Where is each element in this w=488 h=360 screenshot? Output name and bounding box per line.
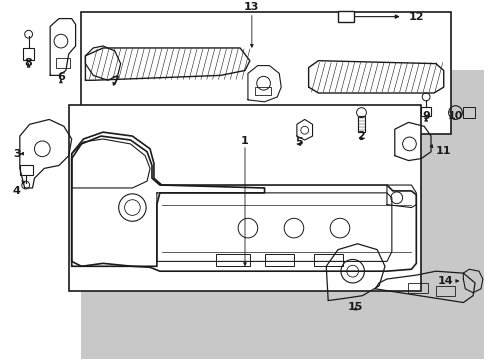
Text: 11: 11 bbox=[435, 146, 450, 156]
Text: 14: 14 bbox=[437, 276, 452, 286]
Text: 1: 1 bbox=[241, 136, 248, 146]
Bar bbox=[420, 107, 430, 117]
Bar bbox=[313, 253, 342, 266]
Text: 15: 15 bbox=[347, 302, 363, 312]
Bar bbox=[56, 58, 70, 68]
Bar bbox=[435, 286, 454, 296]
Text: 12: 12 bbox=[407, 12, 423, 22]
Bar bbox=[215, 253, 249, 266]
Bar bbox=[407, 283, 427, 293]
Text: 9: 9 bbox=[421, 111, 429, 121]
Bar bbox=[69, 105, 420, 291]
Bar bbox=[81, 71, 483, 359]
Bar bbox=[264, 253, 293, 266]
Bar bbox=[337, 11, 353, 22]
Text: 13: 13 bbox=[244, 2, 259, 12]
Text: 2: 2 bbox=[357, 131, 365, 141]
Text: 6: 6 bbox=[57, 72, 65, 82]
Text: 4: 4 bbox=[13, 186, 21, 196]
Bar bbox=[462, 107, 474, 118]
Bar bbox=[357, 117, 365, 132]
Text: 3: 3 bbox=[13, 149, 20, 159]
Bar bbox=[20, 166, 33, 175]
Bar bbox=[254, 87, 271, 95]
Text: 5: 5 bbox=[294, 137, 302, 147]
Text: 8: 8 bbox=[25, 58, 32, 68]
Bar bbox=[81, 12, 449, 134]
Text: 10: 10 bbox=[447, 111, 462, 121]
Bar bbox=[23, 48, 35, 60]
Text: 7: 7 bbox=[111, 76, 119, 86]
